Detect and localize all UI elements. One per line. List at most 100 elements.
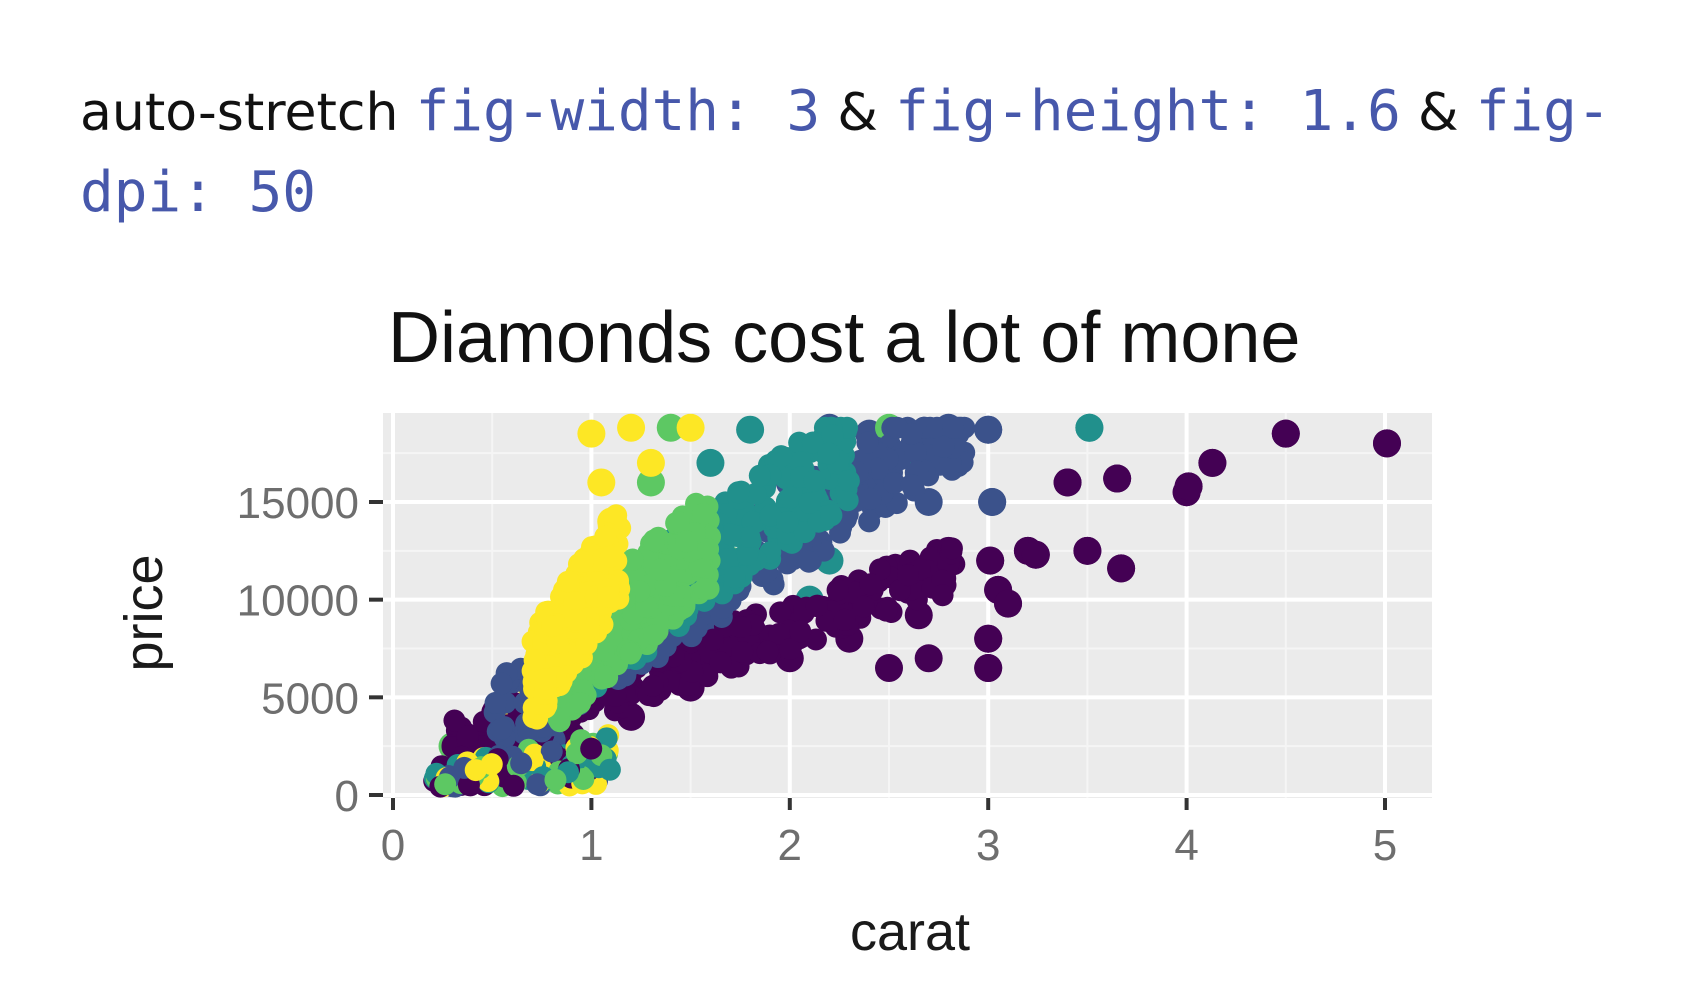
data-point [976, 546, 1005, 575]
data-point [617, 413, 646, 442]
data-point [544, 768, 567, 791]
data-point [805, 595, 828, 618]
data-point [779, 486, 802, 509]
data-point [744, 482, 767, 505]
data-point [852, 595, 875, 618]
data-point [768, 622, 791, 645]
data-point [859, 487, 882, 510]
data-point [900, 422, 923, 445]
data-points [423, 413, 1401, 798]
data-point [729, 616, 752, 639]
data-point [875, 599, 898, 622]
data-point [569, 692, 592, 715]
y-tick-label: 5000 [261, 674, 359, 723]
data-point [931, 584, 954, 607]
data-point [978, 488, 1007, 516]
data-point [526, 773, 549, 796]
x-tick-label: 0 [381, 821, 405, 870]
data-point [798, 492, 821, 515]
y-tick-label: 0 [335, 772, 359, 821]
data-point [702, 628, 725, 651]
data-point [571, 550, 594, 573]
data-point [719, 523, 742, 546]
data-point [837, 469, 860, 492]
data-point [1372, 429, 1401, 458]
data-point [866, 457, 889, 480]
data-point [577, 419, 606, 448]
data-point [642, 529, 665, 552]
data-point [693, 577, 716, 600]
data-point [789, 620, 812, 643]
data-point [484, 691, 507, 714]
data-point [643, 624, 666, 647]
data-point [540, 740, 563, 763]
data-point [541, 615, 564, 638]
scatter-chart: Diamonds cost a lot of mone 0 1 2 3 4 5 0 5000… [114, 298, 1432, 962]
x-tick-label: 2 [778, 821, 802, 870]
data-point [667, 511, 690, 534]
data-point [974, 654, 1003, 683]
data-point [594, 665, 617, 688]
data-point [510, 752, 533, 775]
fig-width-code: fig-width: 3 [415, 79, 821, 144]
data-point [856, 431, 879, 454]
data-point [676, 413, 705, 442]
data-point [641, 674, 664, 697]
data-point [974, 415, 1003, 444]
data-point [738, 525, 761, 548]
data-point [709, 651, 732, 674]
data-point [1053, 468, 1082, 497]
data-point [914, 644, 943, 673]
data-point [598, 758, 621, 781]
data-point [523, 649, 546, 672]
data-point [723, 566, 746, 589]
y-tick-label: 10000 [237, 577, 359, 626]
y-tick-label: 15000 [237, 479, 359, 528]
data-point [904, 441, 927, 464]
x-axis: 0 1 2 3 4 5 [381, 798, 1397, 870]
heading-separator: & [1417, 83, 1459, 143]
data-point [801, 431, 824, 454]
data-point [464, 759, 487, 782]
data-point [858, 510, 881, 533]
data-point [649, 558, 672, 581]
data-point [1198, 448, 1227, 477]
data-point [940, 537, 963, 560]
data-point [803, 469, 826, 492]
data-point [656, 413, 685, 442]
data-point [490, 717, 513, 740]
data-point [434, 773, 457, 796]
data-point [759, 504, 782, 527]
data-point [564, 608, 587, 631]
x-tick-label: 5 [1373, 821, 1397, 870]
data-point [974, 624, 1003, 653]
data-point [621, 548, 644, 571]
data-point [821, 424, 844, 447]
data-point [779, 637, 802, 660]
data-point [769, 601, 792, 624]
data-point [597, 586, 620, 609]
data-point [1103, 464, 1132, 493]
data-point [836, 489, 859, 512]
data-point [826, 579, 849, 602]
data-point [736, 543, 759, 566]
data-point [731, 640, 754, 663]
data-point [557, 570, 580, 593]
data-point [696, 448, 725, 477]
y-axis: 0 5000 10000 15000 [237, 479, 383, 821]
data-point [994, 589, 1023, 618]
data-point [859, 573, 882, 596]
data-point [900, 473, 923, 496]
data-point [883, 471, 906, 494]
data-point [604, 684, 627, 707]
data-point [490, 672, 513, 695]
x-tick-label: 3 [976, 821, 1000, 870]
data-point [776, 511, 799, 534]
data-point [925, 416, 948, 439]
chart-title: Diamonds cost a lot of mone [388, 298, 1300, 378]
data-point [817, 442, 840, 465]
data-point [636, 468, 665, 497]
data-point [587, 468, 616, 497]
data-point [820, 504, 843, 527]
data-point [534, 668, 557, 691]
